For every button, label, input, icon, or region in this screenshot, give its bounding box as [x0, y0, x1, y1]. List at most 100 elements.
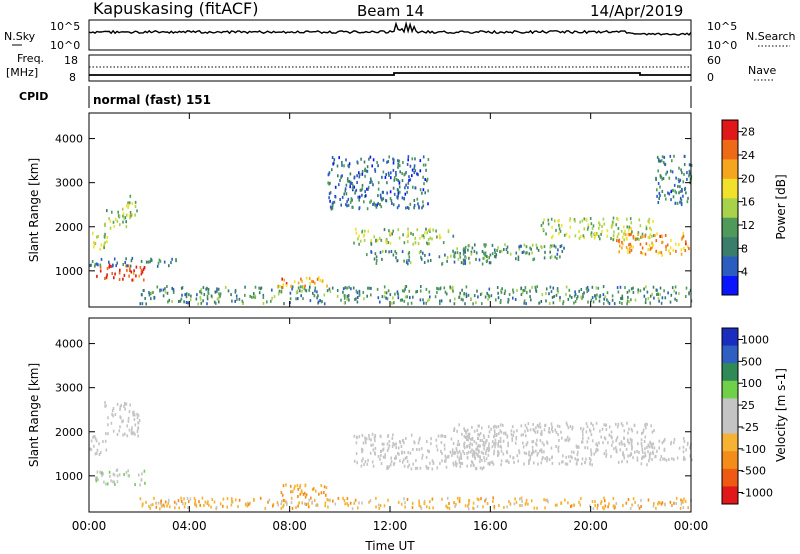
data-cell: [673, 501, 675, 505]
data-cell: [109, 474, 111, 478]
data-cell: [356, 296, 359, 299]
data-cell: [409, 178, 412, 182]
data-cell: [654, 234, 656, 238]
data-cell: [227, 289, 230, 293]
data-cell: [370, 199, 372, 203]
data-cell: [530, 247, 532, 251]
nave-tick-0: 0: [707, 71, 714, 84]
data-cell: [510, 433, 513, 437]
data-cell: [607, 505, 609, 509]
data-cell: [603, 423, 605, 427]
data-cell: [593, 236, 596, 240]
data-cell: [540, 432, 542, 436]
data-cell: [494, 254, 496, 258]
data-cell: [578, 500, 580, 504]
data-cell: [203, 504, 205, 507]
data-cell: [474, 456, 476, 460]
data-cell: [183, 300, 185, 304]
data-cell: [500, 463, 502, 467]
data-cell: [133, 413, 136, 417]
data-cell: [523, 243, 526, 247]
data-cell: [468, 432, 471, 436]
data-cell: [673, 457, 675, 461]
data-cell: [104, 439, 107, 443]
data-cell: [407, 451, 409, 455]
data-cell: [194, 499, 197, 503]
data-cell: [458, 450, 461, 454]
data-cell: [504, 289, 507, 293]
data-cell: [429, 236, 432, 240]
data-cell: [571, 427, 573, 431]
data-cell: [358, 234, 360, 238]
data-cell: [125, 213, 128, 217]
data-cell: [453, 302, 456, 306]
data-cell: [136, 209, 138, 213]
data-cell: [617, 290, 620, 294]
data-cell: [545, 287, 548, 291]
data-cell: [421, 191, 423, 195]
data-cell: [681, 187, 683, 191]
data-cell: [558, 223, 560, 227]
data-cell: [96, 274, 98, 278]
data-cell: [171, 286, 173, 290]
data-cell: [377, 181, 380, 185]
data-cell: [382, 158, 385, 162]
data-cell: [490, 427, 492, 431]
data-cell: [557, 449, 560, 453]
data-cell: [363, 239, 366, 242]
data-cell: [618, 301, 621, 304]
data-cell: [202, 299, 204, 303]
nsearch-tick-top: 10^5: [707, 20, 737, 33]
data-cell: [374, 252, 377, 256]
data-cell: [549, 285, 552, 289]
data-cell: [627, 498, 630, 501]
data-cell: [118, 278, 121, 281]
data-cell: [150, 291, 153, 295]
y-tick-label: 1000: [55, 265, 83, 278]
data-cell: [144, 297, 146, 300]
data-cell: [665, 248, 667, 252]
data-cell: [529, 246, 531, 250]
data-cell: [326, 498, 329, 502]
data-cell: [496, 286, 499, 289]
data-cell: [419, 466, 422, 470]
data-cell: [553, 244, 556, 248]
data-cell: [410, 301, 413, 305]
data-cell: [558, 462, 561, 466]
data-cell: [411, 168, 414, 172]
data-cell: [116, 402, 119, 406]
data-cell: [640, 438, 643, 442]
data-cell: [551, 225, 553, 229]
data-cell: [107, 423, 109, 427]
data-cell: [380, 462, 383, 465]
data-cell: [463, 247, 465, 251]
data-cell: [481, 458, 483, 462]
data-cell: [143, 266, 146, 270]
data-cell: [479, 444, 481, 448]
data-cell: [199, 297, 202, 301]
data-cell: [512, 296, 514, 300]
data-cell: [645, 225, 648, 229]
data-cell: [590, 231, 593, 235]
data-cell: [464, 446, 466, 450]
data-cell: [551, 427, 553, 431]
data-cell: [568, 437, 571, 441]
data-cell: [438, 255, 441, 259]
data-cell: [436, 235, 438, 239]
data-cell: [369, 155, 372, 159]
data-cell: [429, 259, 432, 262]
data-cell: [459, 456, 461, 460]
data-cell: [528, 450, 530, 454]
data-cell: [364, 460, 367, 464]
data-cell: [105, 482, 107, 486]
data-cell: [675, 191, 677, 195]
data-cell: [543, 218, 545, 222]
data-cell: [659, 286, 662, 290]
data-cell: [347, 197, 350, 201]
data-cell: [495, 253, 498, 257]
data-cell: [459, 255, 462, 259]
data-cell: [481, 262, 484, 266]
data-cell: [423, 501, 426, 505]
data-cell: [195, 503, 197, 507]
data-cell: [525, 251, 527, 255]
